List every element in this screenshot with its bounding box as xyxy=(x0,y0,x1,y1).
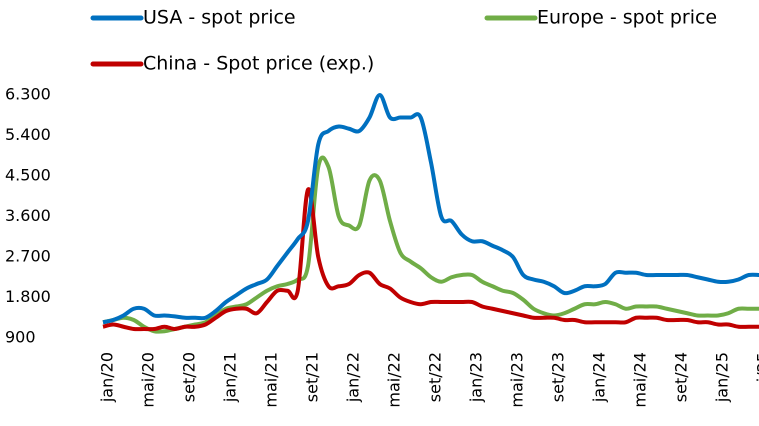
x-tick-label: set/20 xyxy=(180,352,199,402)
x-tick-label: set/21 xyxy=(303,352,322,402)
y-tick-label: 1.800 xyxy=(5,287,51,306)
y-tick-label: 5.400 xyxy=(5,125,51,144)
x-tick-label: mai/20 xyxy=(139,352,158,408)
series-line xyxy=(102,187,759,332)
x-tick-label: jan/23 xyxy=(467,352,486,403)
x-tick-label: mai/23 xyxy=(508,352,527,408)
legend-label: China - Spot price (exp.) xyxy=(143,53,374,75)
x-tick-label: jan/24 xyxy=(590,352,609,403)
x-tick-label: mai/22 xyxy=(385,352,404,408)
x-tick-label: jan/21 xyxy=(221,352,240,403)
y-tick-label: 900 xyxy=(5,328,36,347)
x-tick-label: set/24 xyxy=(672,352,691,402)
x-tick-label: mai/25 xyxy=(754,352,759,408)
legend-label: USA - spot price xyxy=(143,7,296,29)
y-tick-label: 3.600 xyxy=(5,206,51,225)
y-tick-label: 2.700 xyxy=(5,247,51,266)
y-tick-label: 4.500 xyxy=(5,166,51,185)
x-tick-label: set/23 xyxy=(549,352,568,402)
x-tick-label: jan/22 xyxy=(344,352,363,403)
x-tick-label: mai/21 xyxy=(262,352,281,408)
x-tick-label: jan/20 xyxy=(98,352,117,403)
legend-label: Europe - spot price xyxy=(537,7,717,29)
series-line xyxy=(102,155,759,334)
series-line xyxy=(102,93,759,325)
x-tick-label: set/22 xyxy=(426,352,445,402)
y-tick-label: 6.300 xyxy=(5,85,51,104)
x-tick-label: jan/25 xyxy=(713,352,732,403)
x-tick-label: mai/24 xyxy=(631,352,650,408)
